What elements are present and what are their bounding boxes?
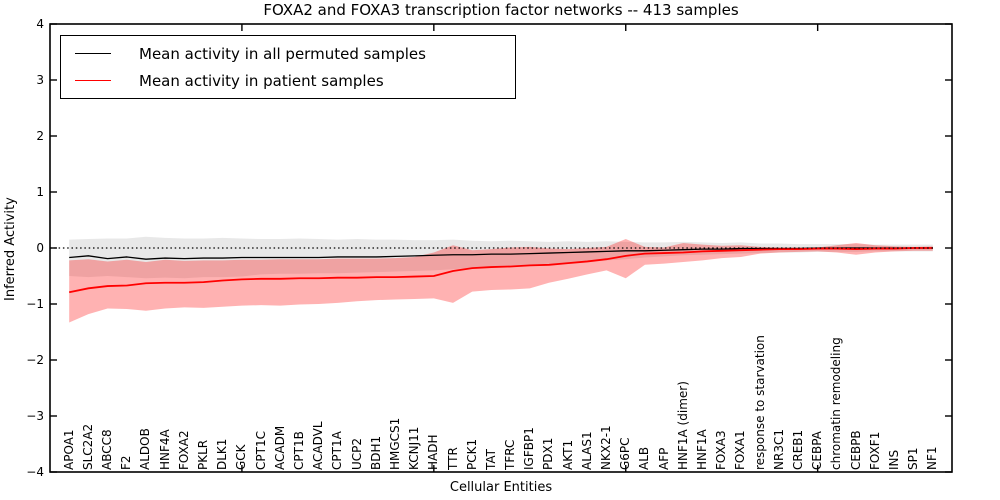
x-tick-label: CEBPA bbox=[810, 431, 825, 470]
y-tick-label: 3 bbox=[36, 73, 44, 87]
x-tick-label: KCNJ11 bbox=[407, 426, 422, 470]
x-tick-label: G6PC bbox=[618, 437, 633, 470]
x-tick-label: ALB bbox=[637, 446, 652, 470]
legend-label-patient: Mean activity in patient samples bbox=[139, 71, 384, 90]
x-tick-label: GCK bbox=[234, 444, 249, 470]
x-tick-label: BDH1 bbox=[368, 435, 383, 470]
x-tick-label: IGFBP1 bbox=[522, 427, 537, 470]
legend-row-patient: Mean activity in patient samples bbox=[61, 71, 515, 91]
x-tick-label: FOXA2 bbox=[176, 430, 191, 470]
x-axis-label: Cellular Entities bbox=[449, 480, 553, 495]
x-tick-label: HMGCS1 bbox=[387, 417, 402, 470]
x-tick-label: ALAS1 bbox=[579, 431, 594, 470]
chart-title: FOXA2 and FOXA3 transcription factor net… bbox=[263, 1, 739, 19]
x-tick-label: response to starvation bbox=[752, 335, 767, 470]
x-tick-label: HNF1A bbox=[695, 429, 709, 470]
x-tick-label: NR3C1 bbox=[771, 429, 786, 470]
x-tick-label: SP1 bbox=[906, 447, 921, 471]
patient-line-swatch bbox=[75, 80, 111, 81]
legend-label-permuted: Mean activity in all permuted samples bbox=[139, 44, 426, 63]
permuted-line-swatch bbox=[75, 53, 111, 54]
y-tick-label: 0 bbox=[36, 241, 44, 255]
x-tick-label: CPT1C bbox=[253, 431, 268, 470]
patient-mean-line bbox=[69, 247, 933, 294]
x-tick-label: ALDOB bbox=[138, 428, 153, 470]
legend-row-permuted: Mean activity in all permuted samples bbox=[61, 44, 515, 64]
x-tick-label: CREB1 bbox=[790, 429, 805, 470]
x-tick-label: SLC2A2 bbox=[80, 423, 95, 470]
x-tick-label: HADH bbox=[426, 434, 441, 471]
x-tick-label: HNF4A bbox=[157, 429, 172, 470]
x-tick-label: UCP2 bbox=[349, 437, 364, 470]
y-tick-label: 2 bbox=[36, 129, 44, 143]
y-tick-label: −2 bbox=[26, 353, 44, 367]
y-tick-label: 4 bbox=[36, 17, 44, 31]
x-tick-label: ABCC8 bbox=[100, 429, 115, 470]
y-tick-label: −3 bbox=[26, 409, 44, 423]
x-tick-label: NKX2-1 bbox=[599, 425, 614, 470]
legend: Mean activity in all permuted samples Me… bbox=[60, 35, 516, 99]
x-tick-label: AKT1 bbox=[560, 439, 575, 470]
x-tick-label: CEBPB bbox=[848, 430, 863, 470]
x-tick-label: ACADVL bbox=[311, 421, 326, 470]
permuted-band bbox=[69, 236, 933, 279]
x-tick-label: TTR bbox=[445, 447, 460, 470]
x-tick-label: NF1 bbox=[925, 446, 940, 470]
x-tick-label: DLK1 bbox=[215, 438, 230, 470]
x-tick-label: TFRC bbox=[503, 439, 518, 470]
x-tick-label: APOA1 bbox=[61, 429, 76, 470]
x-tick-label: INS bbox=[886, 449, 901, 470]
x-tick-label: chromatin remodeling bbox=[829, 337, 844, 470]
y-tick-label: 1 bbox=[36, 185, 44, 199]
x-tick-label: TAT bbox=[483, 448, 498, 470]
x-tick-label: F2 bbox=[119, 455, 134, 470]
x-tick-label: FOXF1 bbox=[867, 431, 882, 470]
patient-band bbox=[69, 239, 933, 323]
x-tick-label: PKLR bbox=[196, 439, 211, 470]
x-tick-label: FOXA1 bbox=[733, 430, 748, 470]
x-tick-label: AFP bbox=[656, 447, 671, 470]
x-tick-label: PCK1 bbox=[464, 438, 479, 470]
x-tick-label: CPT1A bbox=[330, 431, 345, 470]
y-tick-label: −4 bbox=[26, 465, 44, 479]
x-tick-label: HNF1A (dimer) bbox=[675, 381, 690, 470]
x-tick-label: PDX1 bbox=[541, 437, 556, 470]
x-tick-label: CPT1B bbox=[291, 431, 306, 470]
y-tick-label: −1 bbox=[26, 297, 44, 311]
x-tick-label: FOXA3 bbox=[714, 430, 729, 470]
x-tick-label: ACADM bbox=[272, 425, 287, 470]
